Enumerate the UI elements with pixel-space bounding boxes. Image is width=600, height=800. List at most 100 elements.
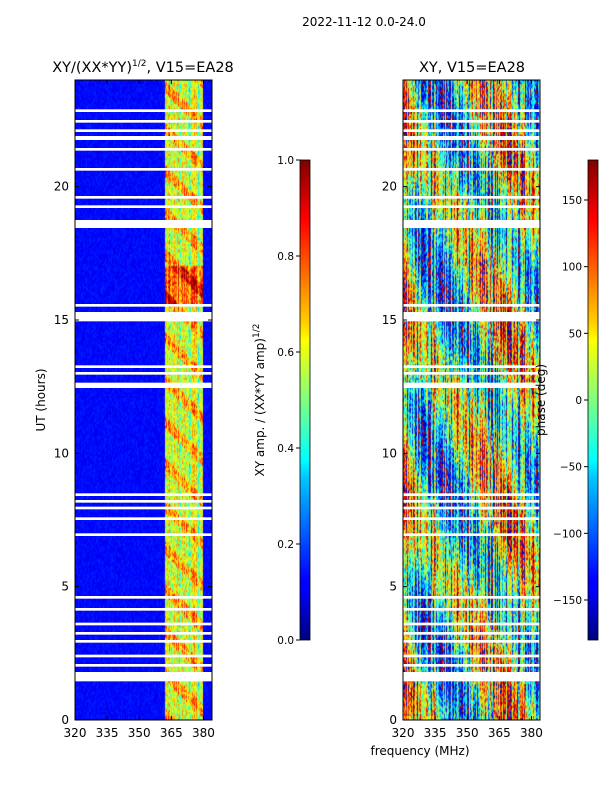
right-flagged-band [403,196,540,199]
right-x-tick-label: 380 [520,726,543,740]
right-y-tick-label: 5 [389,580,397,594]
left-plot-frame [74,79,213,721]
left-x-axis: 320 335 350 365 380 [64,80,215,740]
right-flagged-band [403,500,540,503]
right-x-axis: 320 335 350 365 380 [392,80,543,740]
left-flagged-band [75,608,212,611]
left-flagged-band [75,500,212,503]
right-flagged-band [403,640,540,643]
right-y-tick-label: 20 [382,180,397,194]
right-flagged-band [403,304,540,307]
right-y-axis: 0 5 10 15 20 [382,180,540,727]
right-flagged-band [403,506,540,510]
right-flagged-band [403,672,540,682]
left-y-axis: 0 5 10 15 20 [54,180,212,727]
left-flagged-band [75,622,212,626]
x-axis-label: frequency (MHz) [370,744,469,758]
right-flagged-band [403,533,540,536]
amplitude-colorbar-tick-label: 0.2 [277,539,294,551]
right-flagged-band [403,664,540,667]
amplitude-colorbar-tick-label: 0.0 [277,635,294,647]
figure-suptitle: 2022-11-12 0.0-24.0 [302,15,426,29]
left-flagged-band [75,136,212,140]
left-flagged-band [75,654,212,658]
amplitude-colorbar-gradient [299,159,311,641]
phase-colorbar-tick-label: 100 [562,262,582,274]
right-flagged-band [403,365,540,368]
right-flagged-band [403,168,540,171]
amplitude-colorbar-tick-label: 0.4 [277,443,294,455]
left-x-tick-label: 350 [128,726,151,740]
left-x-tick-label: 320 [64,726,87,740]
left-flagged-band [75,312,212,322]
right-flagged-band [403,517,540,520]
phase-colorbar-gradient [587,159,599,641]
left-panel-title: XY/(XX*YY)1/2, V15=EA28 [52,59,234,76]
left-flagged-band [75,168,212,171]
left-flagged-band [75,220,212,228]
right-plot-frame [402,79,541,721]
left-flagged-band [75,672,212,682]
right-x-tick-label: 320 [392,726,415,740]
right-heatmap-image [403,80,540,720]
phase-colorbar-tick-label: 150 [562,195,582,207]
right-x-tick-label: 350 [456,726,479,740]
right-y-tick-label: 10 [382,446,397,460]
right-flagged-rows [403,109,540,682]
left-x-tick-label: 365 [160,726,183,740]
left-title-suffix: , V15=EA28 [147,60,234,76]
right-flagged-band [403,109,540,112]
left-flagged-band [75,196,212,199]
right-flagged-band [403,312,540,322]
left-y-tick-label: 0 [61,713,69,727]
left-ylabel: UT (hours) [34,368,48,431]
amplitude-colorbar: 0.0 0.2 0.4 0.6 0.8 1.0 XY amp. / (XX*YY amp)… [252,155,311,647]
left-title-main: XY/(XX*YY) [52,60,132,76]
right-flagged-band [403,136,540,140]
phase-colorbar-ticks: 150 100 50 0 −50 −100 −150 [553,195,588,607]
left-x-tick-label: 335 [96,726,119,740]
left-flagged-band [75,493,212,496]
right-panel-title: XY, V15=EA28 [419,60,525,76]
right-x-tick-label: 335 [424,726,447,740]
right-flagged-band [403,596,540,599]
left-flagged-band [75,533,212,536]
right-flagged-band [403,205,540,208]
phase-colorbar-tick-label: −100 [553,528,582,540]
left-y-tick-label: 5 [61,580,69,594]
phase-colorbar-tick-label: 0 [575,395,582,407]
left-y-tick-label: 20 [54,180,69,194]
right-flagged-band [403,622,540,626]
left-flagged-band [75,664,212,667]
amplitude-colorbar-tick-label: 1.0 [277,155,294,167]
right-flagged-band [403,632,540,635]
right-flagged-band [403,220,540,228]
left-flagged-band [75,632,212,635]
left-flagged-band [75,304,212,307]
right-flagged-band [403,372,540,375]
right-x-tick-label: 365 [488,726,511,740]
left-flagged-band [75,382,212,388]
amp-cb-label-main: XY amp. / (XX*YY amp) [253,338,267,476]
phase-colorbar-tick-label: −150 [553,595,582,607]
left-flagged-band [75,120,212,123]
left-flagged-band [75,640,212,643]
amplitude-colorbar-tick-label: 0.6 [277,347,294,359]
right-flagged-band [403,608,540,611]
right-flagged-band [403,654,540,658]
right-heatmap [402,79,541,721]
left-title-sup: 1/2 [132,59,146,69]
right-y-tick-label: 15 [382,313,397,327]
right-flagged-band [403,120,540,123]
left-flagged-band [75,517,212,520]
left-flagged-band [75,506,212,510]
left-heatmap-image [75,80,212,720]
amplitude-colorbar-tick-label: 0.8 [277,251,294,263]
phase-colorbar-tick-label: 50 [569,328,582,340]
left-flagged-band [75,129,212,132]
phase-colorbar-tick-label: −50 [560,462,582,474]
left-flagged-band [75,148,212,151]
left-flagged-rows [75,109,212,682]
amplitude-colorbar-ticks: 0.0 0.2 0.4 0.6 0.8 1.0 [277,155,300,647]
